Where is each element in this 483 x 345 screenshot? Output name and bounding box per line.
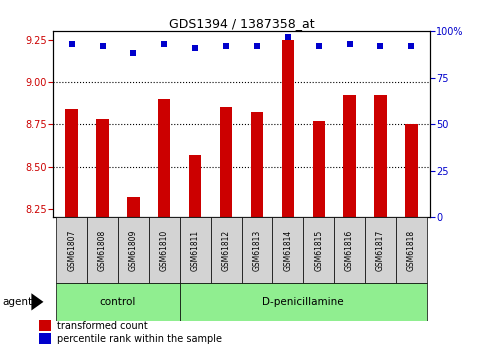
Bar — [87, 217, 118, 283]
Point — [284, 34, 292, 39]
Text: GSM61816: GSM61816 — [345, 229, 354, 271]
Text: transformed count: transformed count — [57, 321, 148, 331]
Text: GSM61811: GSM61811 — [191, 229, 199, 271]
Bar — [149, 217, 180, 283]
Point — [346, 41, 354, 47]
Point — [191, 45, 199, 51]
Bar — [39, 321, 51, 331]
Bar — [158, 99, 170, 217]
Bar — [405, 124, 417, 217]
Point — [222, 43, 230, 49]
Bar — [118, 217, 149, 283]
Text: percentile rank within the sample: percentile rank within the sample — [57, 334, 222, 344]
Bar — [303, 217, 334, 283]
Text: D-penicillamine: D-penicillamine — [262, 297, 344, 307]
Text: GSM61814: GSM61814 — [284, 229, 292, 271]
Bar — [365, 217, 396, 283]
Bar — [180, 283, 427, 321]
Bar — [211, 217, 242, 283]
Point — [68, 41, 75, 47]
Text: GSM61810: GSM61810 — [160, 229, 169, 271]
Bar — [343, 96, 356, 217]
Text: agent: agent — [2, 297, 32, 307]
Bar — [334, 217, 365, 283]
Bar — [220, 107, 232, 217]
Point — [160, 41, 168, 47]
Bar — [97, 119, 109, 217]
Bar — [251, 112, 263, 217]
Bar — [374, 96, 386, 217]
Text: GSM61808: GSM61808 — [98, 229, 107, 271]
Bar — [127, 197, 140, 217]
Bar — [180, 217, 211, 283]
Bar — [66, 109, 78, 217]
Bar — [396, 217, 427, 283]
Bar — [313, 121, 325, 217]
Bar — [39, 333, 51, 344]
Point — [253, 43, 261, 49]
Text: GSM61807: GSM61807 — [67, 229, 76, 271]
Bar — [189, 155, 201, 217]
Point — [99, 43, 106, 49]
Point — [377, 43, 384, 49]
Bar — [242, 217, 272, 283]
Text: GSM61812: GSM61812 — [222, 229, 230, 271]
Bar — [272, 217, 303, 283]
Point — [129, 51, 137, 56]
Bar — [282, 40, 294, 217]
Text: control: control — [100, 297, 136, 307]
Text: GSM61817: GSM61817 — [376, 229, 385, 271]
Text: GSM61815: GSM61815 — [314, 229, 323, 271]
Point — [315, 43, 323, 49]
Bar — [56, 217, 87, 283]
Point — [408, 43, 415, 49]
Bar — [56, 283, 180, 321]
Title: GDS1394 / 1387358_at: GDS1394 / 1387358_at — [169, 17, 314, 30]
Text: GSM61813: GSM61813 — [253, 229, 261, 271]
Text: GSM61818: GSM61818 — [407, 229, 416, 271]
Text: GSM61809: GSM61809 — [129, 229, 138, 271]
